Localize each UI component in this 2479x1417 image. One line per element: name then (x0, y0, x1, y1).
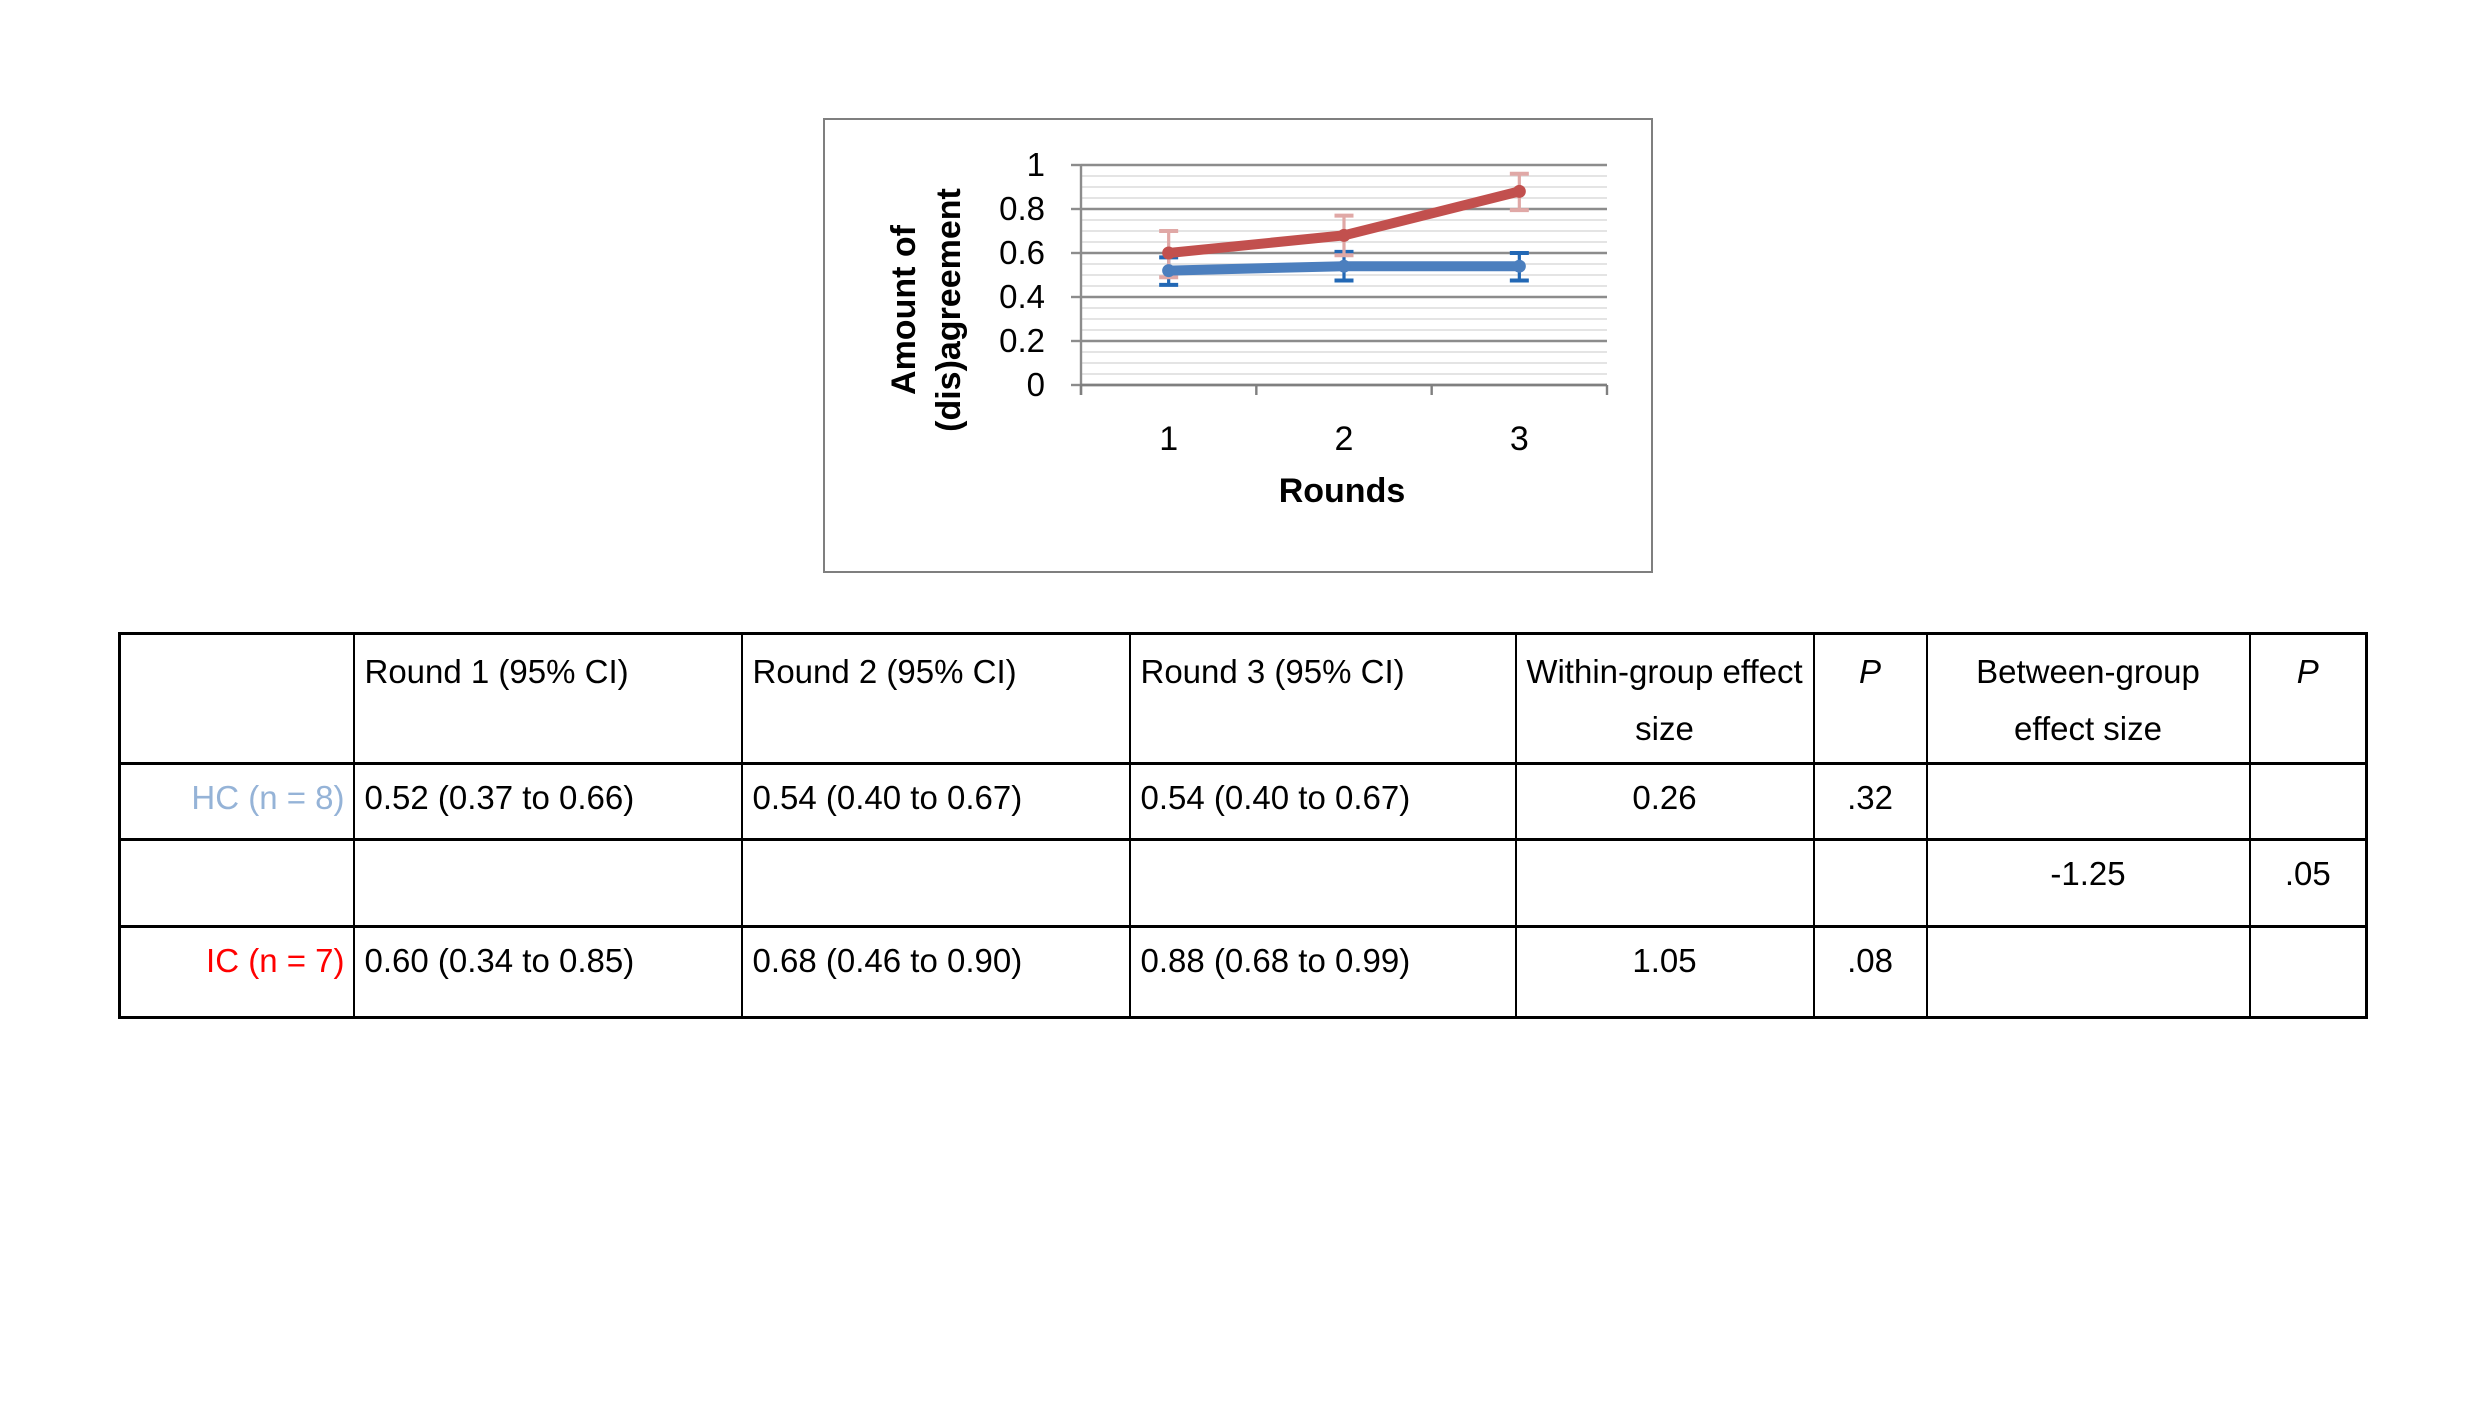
between-p-value: .05 (2248, 838, 2368, 928)
ic-round-1: 0.60 (0.34 to 0.85) (352, 925, 743, 1019)
table-row-ic: IC (n = 7) 0.60 (0.34 to 0.85) 0.68 (0.4… (118, 925, 2368, 1019)
hc-p-between (2248, 762, 2368, 841)
x-axis-title: Rounds (1278, 472, 1406, 510)
hc-between-effect-size (1925, 762, 2251, 841)
y-tick-label: 0.4 (999, 278, 1045, 315)
between-group-effect-size: -1.25 (1925, 838, 2251, 928)
hc-round-1: 0.52 (0.37 to 0.66) (352, 762, 743, 841)
y-tick-label: 0.8 (999, 190, 1045, 227)
header-round-3: Round 3 (95% CI) (1128, 632, 1517, 765)
x-tick-label: 1 (1159, 420, 1178, 458)
series-marker-0 (1337, 259, 1351, 273)
ic-p-between (2248, 925, 2368, 1019)
row-label-hc: HC (n = 8) (118, 762, 355, 841)
row-label-between (118, 838, 355, 928)
ic-within-effect-size: 1.05 (1514, 925, 1815, 1019)
between-round-1 (352, 838, 743, 928)
results-table: Round 1 (95% CI) Round 2 (95% CI) Round … (118, 632, 2368, 1019)
x-tick-label: 2 (1335, 420, 1354, 458)
header-within-effect-size: Within-group effect size (1514, 632, 1815, 765)
ic-between-effect-size (1925, 925, 2251, 1019)
y-tick-label: 1 (1027, 146, 1045, 183)
ic-round-2: 0.68 (0.46 to 0.90) (740, 925, 1131, 1019)
y-axis-title: Amount of (dis)agreement (882, 145, 974, 475)
series-marker-0 (1512, 259, 1526, 273)
series-marker-1 (1512, 184, 1526, 198)
between-within-effect-size (1514, 838, 1815, 928)
series-marker-1 (1337, 228, 1351, 242)
header-blank (118, 632, 355, 765)
between-round-2 (740, 838, 1131, 928)
between-round-3 (1128, 838, 1517, 928)
header-p-within: P (1812, 632, 1928, 765)
header-p-between: P (2248, 632, 2368, 765)
table-row-hc: HC (n = 8) 0.52 (0.37 to 0.66) 0.54 (0.4… (118, 762, 2368, 841)
y-tick-label: 0.2 (999, 322, 1045, 359)
y-axis-title-line2: (dis)agreement (930, 188, 968, 432)
chart-svg: 0 0.2 0.4 0.6 0.8 1 1 2 3 (999, 146, 1609, 458)
x-tick-label: 3 (1510, 420, 1529, 458)
ic-round-3: 0.88 (0.68 to 0.99) (1128, 925, 1517, 1019)
chart-panel: 0 0.2 0.4 0.6 0.8 1 1 2 3 Amount of (dis)agreeme… (823, 118, 1653, 573)
header-round-2: Round 2 (95% CI) (740, 632, 1131, 765)
y-tick-label: 0 (1027, 366, 1045, 403)
header-round-1: Round 1 (95% CI) (352, 632, 743, 765)
y-tick-label: 0.6 (999, 234, 1045, 271)
hc-within-effect-size: 0.26 (1514, 762, 1815, 841)
row-label-ic: IC (n = 7) (118, 925, 355, 1019)
table-row-between-groups: -1.25 .05 (118, 838, 2368, 928)
header-between-effect-size: Between-group effect size (1925, 632, 2251, 765)
hc-p-within: .32 (1812, 762, 1928, 841)
table-header-row: Round 1 (95% CI) Round 2 (95% CI) Round … (118, 632, 2368, 765)
series-marker-0 (1162, 264, 1176, 278)
ic-p-within: .08 (1812, 925, 1928, 1019)
y-axis-title-line1: Amount of (885, 225, 923, 395)
hc-round-3: 0.54 (0.40 to 0.67) (1128, 762, 1517, 841)
between-p-within (1812, 838, 1928, 928)
series-marker-1 (1162, 246, 1176, 260)
hc-round-2: 0.54 (0.40 to 0.67) (740, 762, 1131, 841)
